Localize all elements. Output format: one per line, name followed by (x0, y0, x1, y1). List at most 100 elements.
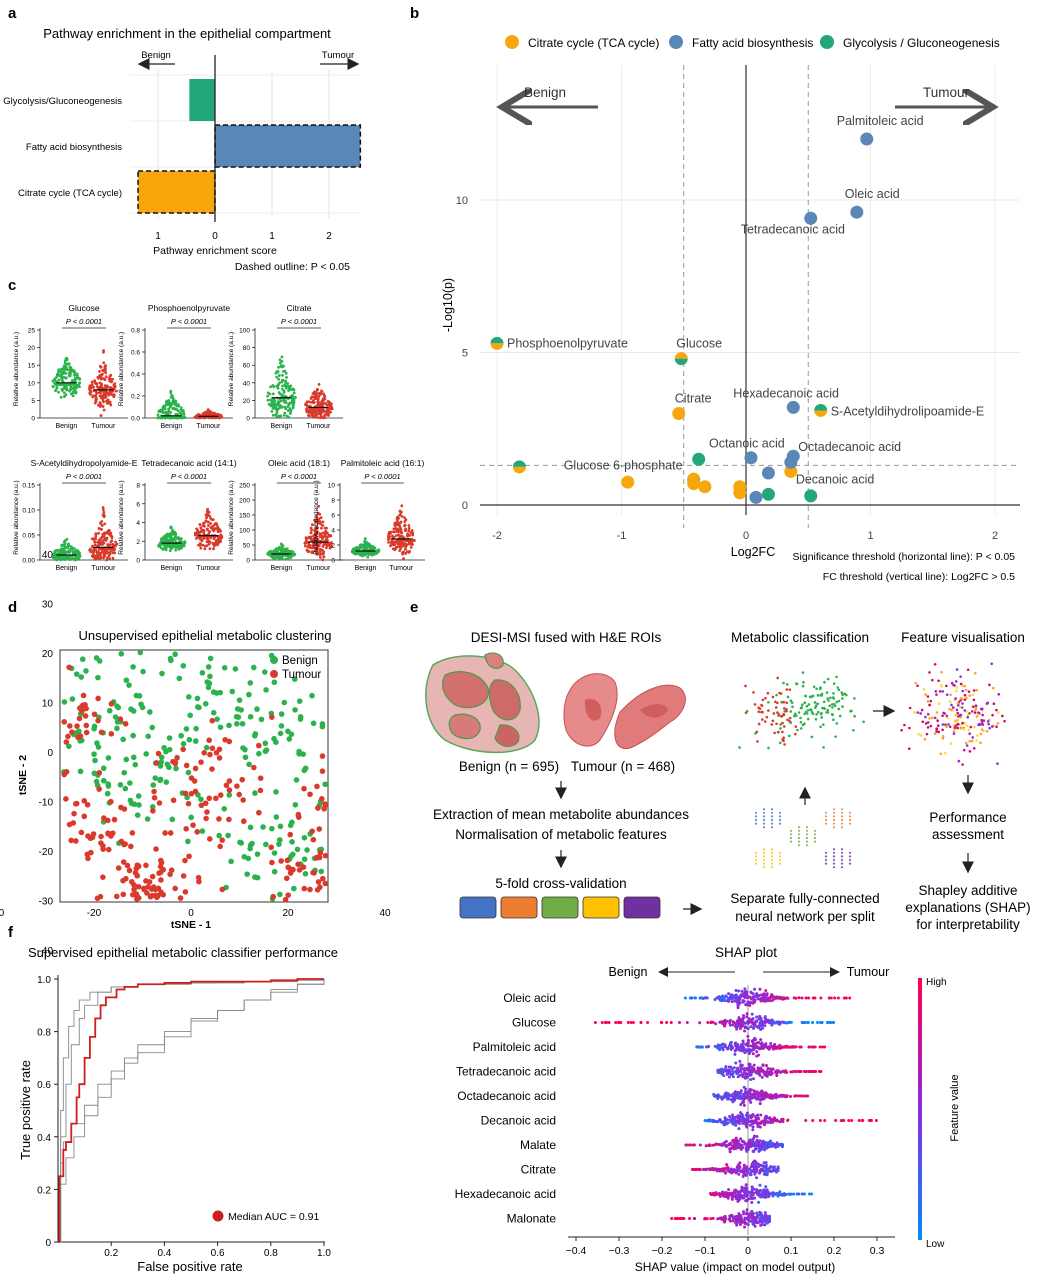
data-point (240, 818, 247, 825)
data-point (304, 847, 310, 853)
data-dot (275, 370, 279, 373)
y-tick-label: 2 (136, 539, 140, 546)
data-point (96, 786, 102, 792)
data-dot (51, 384, 55, 388)
data-dot (282, 413, 286, 417)
data-point (204, 809, 210, 815)
data-dot (100, 523, 104, 527)
network-node (754, 811, 758, 814)
data-dot (273, 404, 277, 408)
thumb-point (763, 720, 767, 723)
thumb-point (841, 705, 844, 708)
thumb-point (953, 726, 957, 729)
thumb-point (950, 681, 954, 685)
data-dot (329, 410, 332, 414)
thumb-point (801, 684, 805, 688)
shap-dot (860, 1119, 864, 1122)
shap-dot (765, 1074, 769, 1078)
shap-dot (607, 1021, 611, 1024)
data-point (114, 703, 120, 709)
shap-dot (742, 1072, 746, 1076)
thumb-point (962, 748, 966, 752)
network-node (770, 808, 774, 811)
shap-dot (629, 1021, 633, 1024)
data-dot (321, 401, 325, 405)
data-dot (99, 540, 102, 544)
chart-f-title: Supervised epithelial metabolic classifi… (28, 945, 338, 960)
data-dot (326, 411, 329, 415)
thumb-point (929, 699, 933, 703)
network-line-2: neural network per split (735, 909, 875, 924)
shap-dot (736, 1023, 740, 1027)
thumb-point (976, 734, 979, 737)
data-dot (105, 536, 109, 540)
data-point (276, 841, 282, 847)
thumb-point (801, 671, 805, 674)
data-point (262, 740, 269, 747)
p-value: P < 0.0001 (364, 472, 400, 481)
shap-dot (749, 990, 753, 994)
y-tick-label: 10 (28, 380, 36, 387)
data-dot (108, 533, 112, 537)
data-dot (212, 544, 216, 548)
data-dot (103, 366, 107, 370)
thumb-point (945, 725, 948, 729)
step-extraction: Extraction of mean metabolite abundances (433, 807, 689, 822)
data-dot (304, 541, 308, 545)
data-dot (93, 540, 97, 544)
shap-dot (752, 1025, 756, 1029)
data-dot (70, 545, 73, 549)
thumb-point (766, 691, 770, 695)
data-dot (53, 551, 56, 555)
data-point (263, 841, 269, 848)
data-dot (285, 549, 289, 553)
y-tick-label: 0 (45, 1238, 51, 1249)
thumb-point (835, 700, 838, 704)
thumb-point (990, 725, 994, 728)
data-dot (174, 412, 178, 416)
data-dot (397, 541, 401, 545)
data-point (183, 726, 190, 732)
data-dot (307, 414, 310, 417)
data-dot (373, 551, 376, 555)
data-point (78, 829, 85, 836)
x-tick-label: 0.6 (211, 1248, 225, 1259)
thumb-point (956, 703, 960, 707)
data-dot (115, 389, 118, 393)
thumb-point (782, 739, 785, 743)
shap-dot (704, 1144, 708, 1148)
x-axis-label: tSNE - 1 (171, 919, 211, 931)
data-point (733, 486, 747, 500)
y-tick-label: 20 (28, 345, 36, 352)
data-dot (65, 356, 69, 360)
data-point (234, 721, 240, 727)
data-point (314, 783, 320, 790)
data-dot (212, 547, 215, 551)
data-dot (387, 540, 391, 544)
network-node (762, 811, 766, 814)
thumb-point (829, 696, 832, 700)
shap-dot (725, 1145, 729, 1149)
legend-label: Fatty acid biosynthesis (692, 36, 813, 50)
data-dot (406, 534, 409, 538)
shap-dot (678, 1021, 682, 1025)
shap-dot (847, 1119, 851, 1122)
data-point (307, 791, 313, 798)
shap-dot (741, 1045, 745, 1049)
data-point (269, 859, 275, 866)
data-dot (104, 371, 108, 375)
thumb-point (819, 687, 822, 691)
data-point (228, 858, 234, 865)
data-dot (76, 374, 79, 378)
thumb-point (941, 737, 945, 740)
data-point (155, 750, 162, 757)
data-dot (199, 538, 203, 541)
shap-dot (793, 1094, 797, 1098)
data-point (185, 769, 192, 776)
shap-dot (800, 1020, 804, 1024)
thumb-point (782, 681, 785, 685)
data-point (83, 722, 90, 729)
shap-dot (734, 989, 738, 993)
thumb-point (979, 741, 982, 745)
data-point (285, 728, 291, 735)
